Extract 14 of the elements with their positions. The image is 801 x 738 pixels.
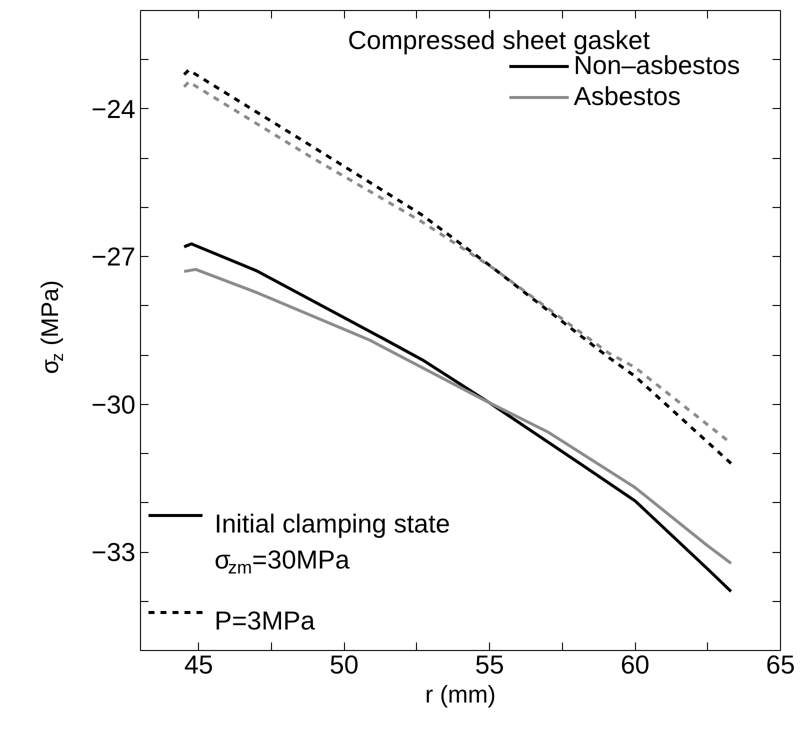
x-axis-title: r (mm) [425,682,496,708]
annotation: P=3MPa [214,606,316,636]
x-tick-label: 45 [184,650,214,680]
y-tick-label: −33 [91,537,136,568]
legend-label: Asbestos [574,81,681,112]
y-axis-title: σz (MPa) [37,280,68,374]
y-tick-label: −24 [91,94,136,124]
x-tick-label: 65 [766,650,795,680]
x-tick-label: 55 [475,650,504,680]
y-tick-label: −30 [91,389,136,420]
y-tick-label: −27 [91,242,136,272]
x-tick-label: 50 [330,650,359,680]
line-series [182,242,733,593]
x-tick-label: 60 [620,650,650,680]
